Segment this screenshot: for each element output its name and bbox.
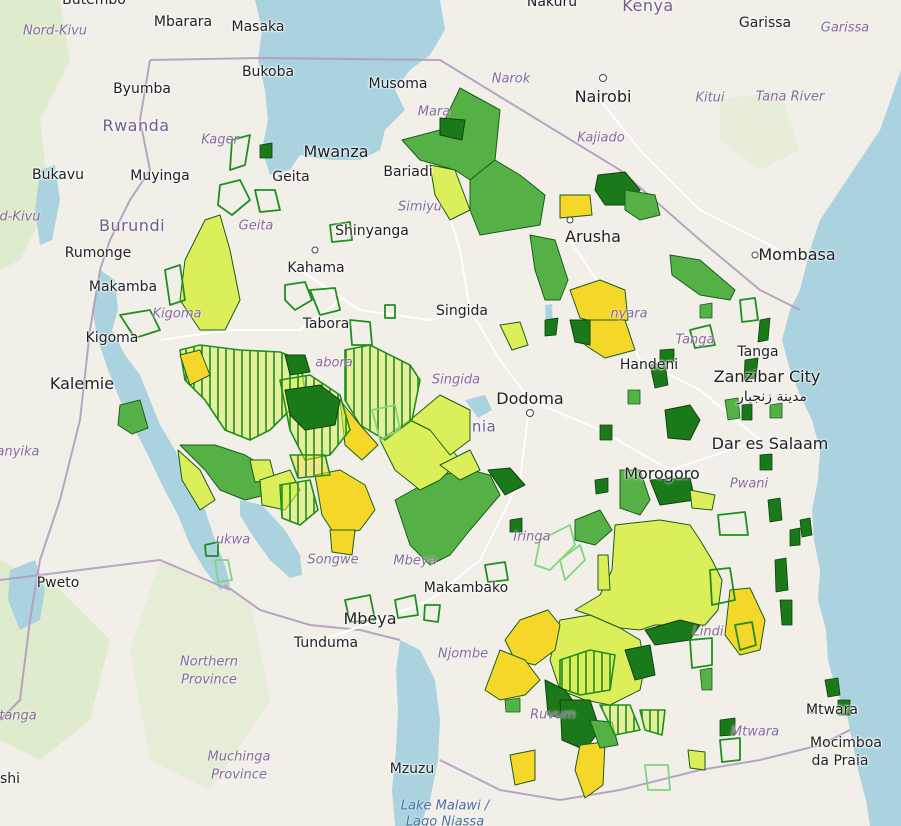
lake-malawi [392,640,440,826]
lake-rukwa [240,500,302,578]
lake-eyasi [465,395,492,418]
lake-kivu [35,165,60,245]
country-boundaries [0,56,851,802]
city-dots [311,74,816,714]
lake-victoria [255,0,445,175]
terrain-patches [0,0,800,790]
indian-ocean [782,70,901,826]
kigoma-area [179,214,241,331]
pemba-island [748,298,762,335]
lake-tanganyika [92,270,230,590]
protected-areas [117,87,851,799]
